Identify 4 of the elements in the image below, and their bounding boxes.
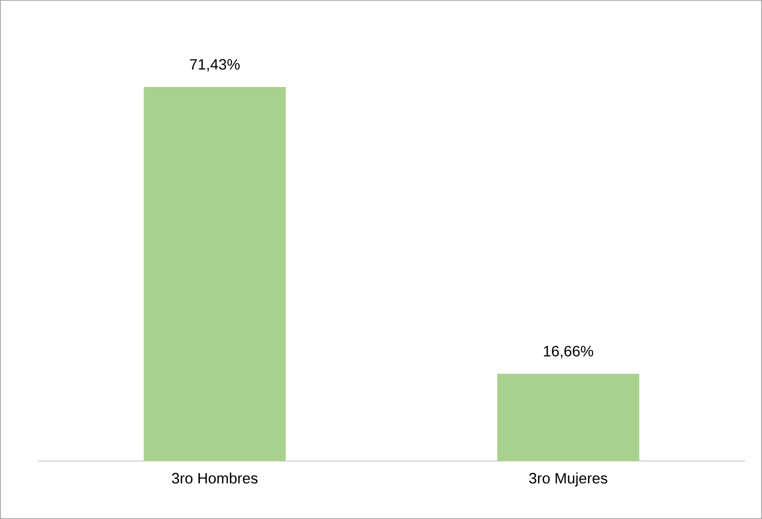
x-tick-label: 3ro Mujeres xyxy=(529,472,608,487)
x-tick-label: 3ro Hombres xyxy=(172,472,258,484)
data-label: 16,66% xyxy=(544,346,594,358)
data-label: 71,43% xyxy=(190,59,240,72)
